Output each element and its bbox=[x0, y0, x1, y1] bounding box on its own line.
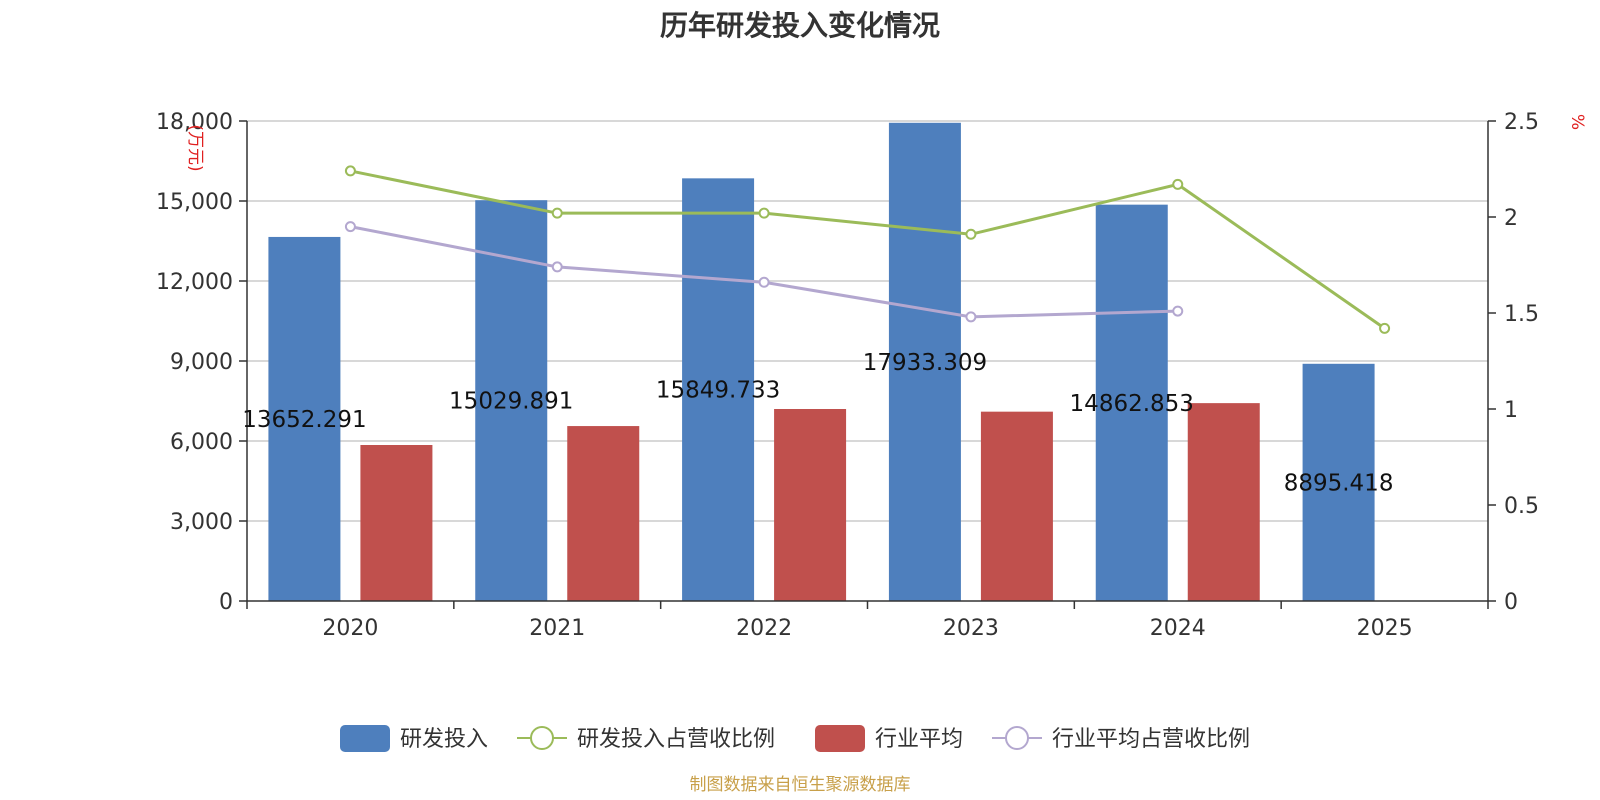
point-研发投入占营收比例 bbox=[344, 165, 356, 177]
legend-swatch-marker bbox=[1005, 726, 1029, 750]
right-axis-tick-label: 1.5 bbox=[1504, 302, 1539, 327]
bar-data-label: 14862.853 bbox=[1070, 391, 1194, 417]
x-axis-tick-label: 2021 bbox=[529, 616, 585, 641]
point-研发投入占营收比例 bbox=[551, 207, 563, 219]
bar-data-label: 15849.733 bbox=[656, 378, 780, 404]
point-研发投入占营收比例 bbox=[1379, 322, 1391, 334]
legend-label: 行业平均 bbox=[875, 727, 963, 752]
bar-行业平均 bbox=[360, 445, 433, 601]
left-axis-tick-label: 0 bbox=[219, 590, 233, 615]
right-axis-unit-label: % bbox=[1567, 114, 1587, 130]
right-axis-tick-label: 1 bbox=[1504, 398, 1518, 423]
point-行业平均占营收比例 bbox=[1172, 305, 1184, 317]
bar-data-label: 17933.309 bbox=[863, 350, 987, 376]
bar-data-label: 13652.291 bbox=[242, 407, 366, 433]
chart-title: 历年研发投入变化情况 bbox=[659, 9, 940, 42]
right-axis-tick-label: 0 bbox=[1504, 590, 1518, 615]
point-行业平均占营收比例 bbox=[344, 221, 356, 233]
right-axis-tick-label: 0.5 bbox=[1504, 494, 1539, 519]
data-labels: 13652.291 15029.891 15849.733 17933.309 1486… bbox=[242, 350, 1393, 497]
bar-研发投入 bbox=[1095, 204, 1168, 601]
legend-label: 行业平均占营收比例 bbox=[1052, 727, 1250, 752]
legend-swatch-bar bbox=[815, 725, 865, 752]
bar-行业平均 bbox=[980, 411, 1053, 601]
line-行业平均占营收比例 bbox=[350, 225, 1178, 319]
point-行业平均占营收比例 bbox=[551, 261, 563, 273]
legend-label: 研发投入 bbox=[400, 727, 488, 752]
point-研发投入占营收比例 bbox=[1172, 178, 1184, 190]
legend-swatch-marker bbox=[530, 726, 554, 750]
legend: 研发投入 研发投入占营收比例 行业平均 行业平均占营收比例 bbox=[340, 725, 1250, 752]
point-研发投入占营收比例 bbox=[965, 228, 977, 240]
bar-研发投入 bbox=[268, 236, 341, 601]
bar-行业平均 bbox=[567, 426, 640, 601]
x-axis-tick-label: 2023 bbox=[943, 616, 999, 641]
bar-研发投入 bbox=[682, 178, 755, 601]
bar-marks bbox=[268, 122, 1375, 601]
x-axis-tick-label: 2024 bbox=[1150, 616, 1206, 641]
bar-行业平均 bbox=[774, 409, 847, 601]
bar-研发投入 bbox=[888, 122, 961, 601]
bar-data-label: 15029.891 bbox=[449, 389, 573, 415]
x-axis-tick-label: 2020 bbox=[322, 616, 378, 641]
line-marks bbox=[344, 165, 1391, 334]
bar-data-label: 8895.418 bbox=[1284, 470, 1394, 496]
x-axis-tick-label: 2025 bbox=[1357, 616, 1413, 641]
left-axis-tick-label: 3,000 bbox=[170, 510, 233, 535]
grid-lines bbox=[247, 120, 1488, 522]
bar-行业平均 bbox=[1187, 403, 1260, 601]
legend-swatch-bar bbox=[340, 725, 390, 752]
legend-label: 研发投入占营收比例 bbox=[577, 727, 775, 752]
source-note: 制图数据来自恒生聚源数据库 bbox=[689, 775, 911, 795]
left-axis-tick-label: 15,000 bbox=[156, 190, 233, 215]
x-axis-tick-label: 2022 bbox=[736, 616, 792, 641]
left-axis-tick-label: 18,000 bbox=[156, 110, 233, 135]
bar-研发投入 bbox=[1302, 363, 1375, 601]
bar-研发投入 bbox=[475, 200, 548, 601]
left-axis-tick-label: 6,000 bbox=[170, 430, 233, 455]
line-研发投入占营收比例 bbox=[350, 169, 1386, 330]
right-axis-tick-label: 2 bbox=[1504, 206, 1518, 231]
point-研发投入占营收比例 bbox=[758, 207, 770, 219]
axes: 0 3,000 6,000 9,000 12,000 15,000 18,000 0 0.5 1 1… bbox=[156, 110, 1587, 641]
right-axis-tick-label: 2.5 bbox=[1504, 110, 1539, 135]
left-axis-tick-label: 12,000 bbox=[156, 270, 233, 295]
point-行业平均占营收比例 bbox=[965, 311, 977, 323]
point-行业平均占营收比例 bbox=[758, 276, 770, 288]
left-axis-unit-label: (万元) bbox=[185, 124, 205, 171]
left-axis-tick-label: 9,000 bbox=[170, 350, 233, 375]
